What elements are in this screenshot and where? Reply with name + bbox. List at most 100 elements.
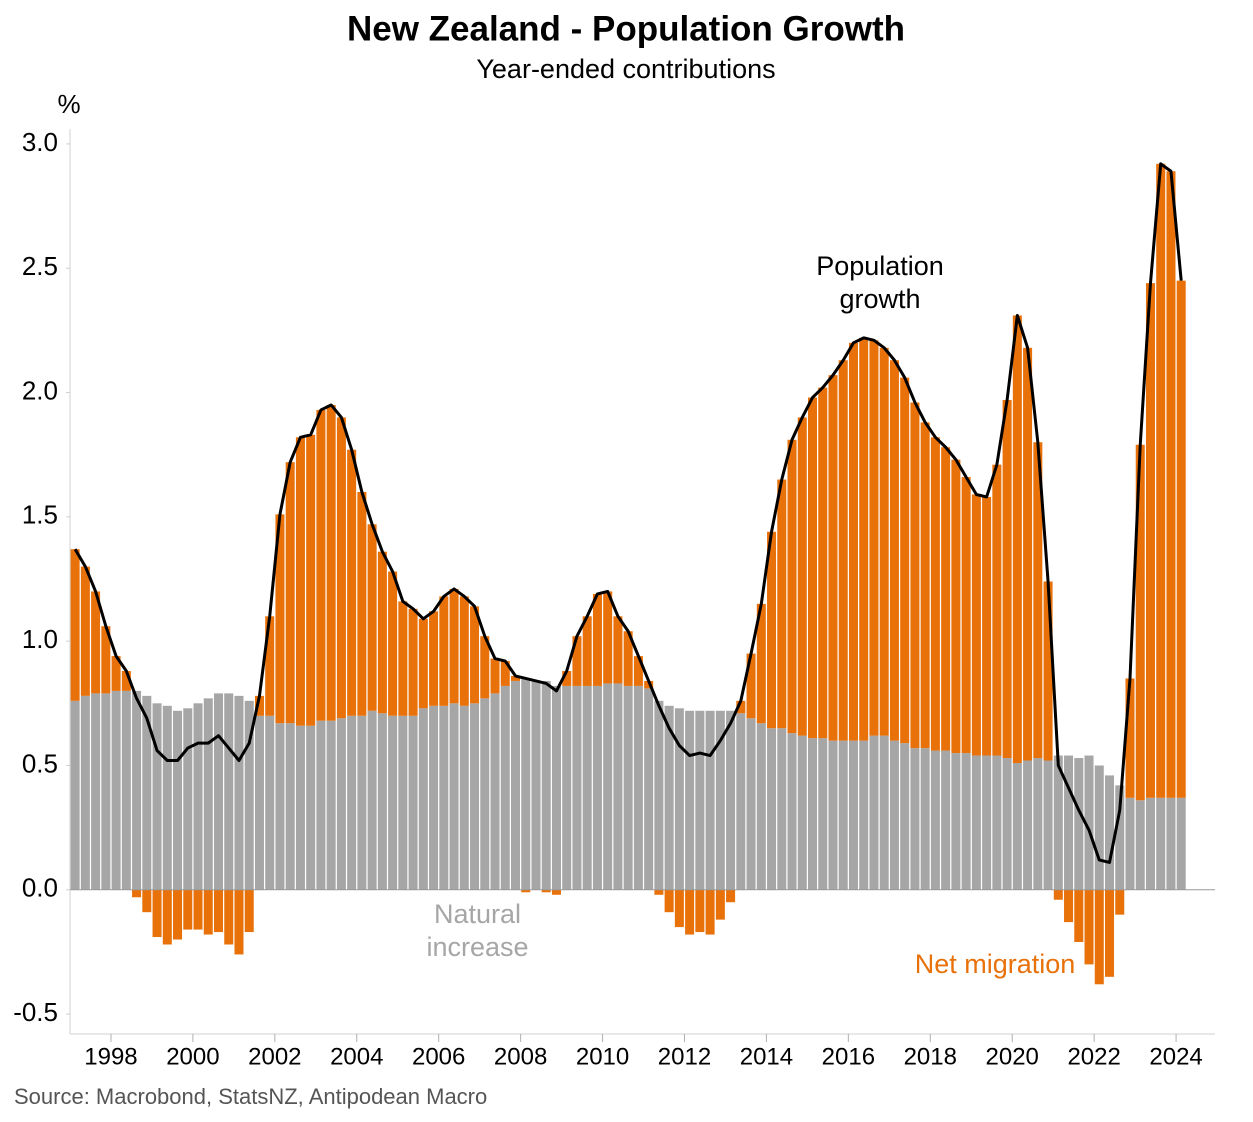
bar [398,715,408,890]
bar [900,743,910,890]
bar [828,740,838,890]
bar [429,611,439,706]
bar [828,375,838,741]
bar [685,889,695,935]
bar [367,710,377,890]
bar [449,703,459,890]
bar [941,750,951,890]
bar [797,417,807,736]
bar [1043,581,1053,761]
bar [500,685,510,890]
bar [551,685,561,890]
bar [633,656,643,686]
bar [715,889,725,920]
bar [674,708,684,890]
bar [961,477,971,754]
bar [582,685,592,890]
y-tick-label: 0.0 [22,873,58,903]
bar [121,671,131,691]
bar [1115,785,1125,890]
source-note: Source: Macrobond, StatsNZ, Antipodean M… [14,1084,487,1109]
bar [736,713,746,890]
bar [961,753,971,890]
bar [367,524,377,711]
bar [746,718,756,890]
bar [459,705,469,890]
bar [377,551,387,714]
bar [808,397,818,739]
x-tick-label: 2000 [166,1043,219,1070]
chart-title: New Zealand - Population Growth [347,9,905,48]
bar [1176,797,1186,890]
bar [1145,797,1155,890]
bar [705,889,715,935]
bar [1074,758,1084,890]
bar [70,549,80,701]
bar [541,680,551,890]
bar [869,735,879,890]
bar [848,740,858,890]
bar [285,462,295,724]
bar [582,616,592,686]
bar [1145,283,1155,798]
bar [357,715,367,890]
bar [971,755,981,890]
line [73,162,1183,864]
bar [613,616,623,684]
bar [418,708,428,890]
bar [623,631,633,686]
bar [80,566,90,696]
x-tick-label: 2012 [658,1043,711,1070]
bar [592,685,602,890]
bar [490,693,500,890]
bar [193,703,203,890]
bar [941,447,951,751]
y-tick-label: 1.0 [22,624,58,654]
bar [633,685,643,890]
bar [142,889,152,913]
bar [265,616,275,716]
bar [306,725,316,890]
bar [572,636,582,686]
bar [80,695,90,890]
bar [1053,889,1063,900]
bar [480,698,490,890]
bar [459,596,469,706]
bar [152,703,162,890]
bar [132,690,142,890]
bar [316,409,326,721]
bar [1043,760,1053,890]
bar [920,748,930,890]
bar [111,690,121,890]
bar [1166,171,1176,798]
bar [275,514,285,724]
bar [306,434,316,726]
bar [1023,347,1033,761]
bar [316,720,326,890]
bar [1012,762,1022,890]
bar [664,705,674,890]
bar [951,459,961,754]
bar [398,601,408,716]
bar [1176,280,1186,798]
bar [603,683,613,890]
bar [930,437,940,751]
x-tick-label: 2008 [494,1043,547,1070]
bar [449,588,459,704]
bar [91,591,101,694]
bar [848,342,858,741]
bar [715,710,725,890]
bar [203,889,213,935]
y-tick-label: 2.0 [22,375,58,405]
bar [551,889,561,895]
bar [726,889,736,903]
bar [1064,755,1074,890]
bar [879,347,889,736]
y-tick-label: 3.0 [22,127,58,157]
natural-label: Natural increase [426,899,529,962]
bar [889,740,899,890]
bar [1033,758,1043,890]
bar [347,715,357,890]
bar [429,705,439,890]
bar [838,740,848,890]
